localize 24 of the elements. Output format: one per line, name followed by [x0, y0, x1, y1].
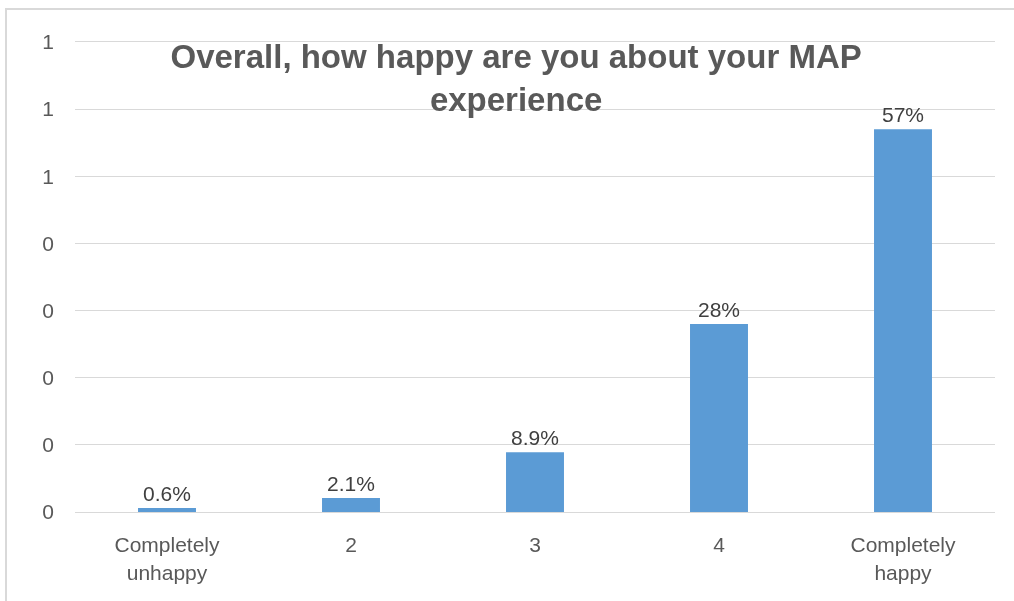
- y-tick-label: 0: [42, 366, 54, 390]
- data-label: 28%: [697, 298, 741, 321]
- bar: [506, 452, 564, 512]
- y-tick-label: 0: [42, 500, 54, 524]
- bar: [874, 129, 932, 512]
- bar: [138, 507, 196, 512]
- y-tick-label: 0: [42, 298, 54, 322]
- data-label: 57%: [881, 103, 925, 127]
- y-tick-label: 1: [42, 164, 54, 188]
- data-label: 8.9%: [511, 426, 559, 450]
- y-tick-label: 0: [42, 433, 54, 457]
- x-tick-label: 2: [345, 533, 357, 557]
- data-label: 2.1%: [327, 471, 375, 495]
- x-tick-label: Completely happy: [850, 533, 957, 584]
- x-tick-label: 3: [529, 533, 541, 557]
- chart-title: Overall, how happy are you about your MAP experience: [170, 37, 862, 118]
- x-tick-label: 4: [713, 533, 726, 557]
- bar: [690, 324, 748, 512]
- data-label: 0.6%: [143, 481, 191, 505]
- y-tick-label: 1: [42, 30, 54, 54]
- bar: [322, 497, 380, 512]
- x-tick-label: Completely unhappy: [114, 533, 221, 584]
- y-tick-label: 0: [42, 231, 54, 255]
- y-tick-label: 1: [42, 97, 54, 121]
